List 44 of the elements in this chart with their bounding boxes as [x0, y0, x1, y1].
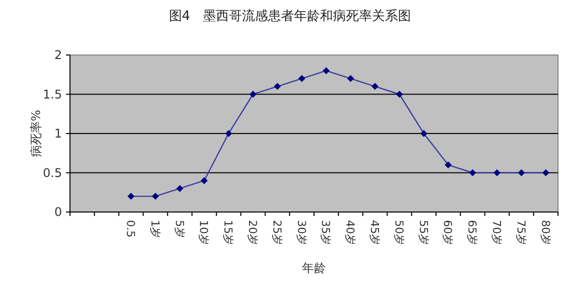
point [469, 169, 476, 176]
point [176, 184, 184, 192]
chart-title: 图4 墨西哥流感患者年龄和病死率关系图 [168, 8, 412, 24]
x-tick-label: 60岁 [441, 220, 454, 245]
x-tick-label: 75岁 [514, 220, 528, 245]
point [347, 75, 354, 82]
x-tick-label: 5岁 [172, 220, 186, 238]
x-tick-label: 50岁 [392, 220, 406, 245]
x-tick-label: 20岁 [246, 220, 259, 245]
y-tick-label: 1 [54, 126, 62, 140]
point [420, 130, 428, 137]
x-tick-label: 80岁 [538, 220, 552, 245]
x-tick-label: 70岁 [490, 220, 503, 245]
x-tick-label: 45岁 [368, 220, 381, 245]
y-tick-label: 2 [54, 48, 62, 62]
point [396, 90, 403, 98]
point [542, 169, 550, 176]
point [128, 192, 134, 200]
point [444, 161, 452, 168]
point [322, 67, 330, 74]
y-axis-title: 病死率% [29, 110, 43, 158]
x-tick-label: 25岁 [270, 220, 284, 245]
x-tick-label: 35岁 [319, 220, 332, 245]
x-axis-title: 年龄 [302, 261, 326, 275]
point [152, 192, 159, 200]
x-tick-label: 55岁 [416, 220, 430, 245]
point [225, 130, 232, 137]
point [372, 82, 378, 90]
y-tick-label: 1.5 [42, 87, 62, 102]
point [518, 169, 525, 176]
point [298, 75, 306, 82]
y-tick-label: 0 [54, 205, 62, 219]
x-tick-label: 0.5 [124, 220, 137, 238]
x-tick-label: 1岁 [148, 220, 162, 238]
point [200, 177, 208, 184]
x-tick-label: 10岁 [197, 220, 210, 245]
y-tick-label: 0.5 [42, 166, 62, 180]
point [250, 90, 256, 98]
x-tick-label: 65岁 [466, 220, 479, 245]
x-tick-label: 40岁 [344, 220, 357, 245]
point [494, 169, 500, 176]
x-tick-label: 30岁 [294, 220, 308, 245]
x-tick-label: 15岁 [222, 220, 235, 245]
point [274, 82, 281, 90]
